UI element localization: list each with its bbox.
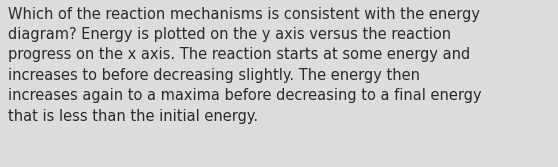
Text: Which of the reaction mechanisms is consistent with the energy
diagram? Energy i: Which of the reaction mechanisms is cons…	[8, 7, 482, 124]
